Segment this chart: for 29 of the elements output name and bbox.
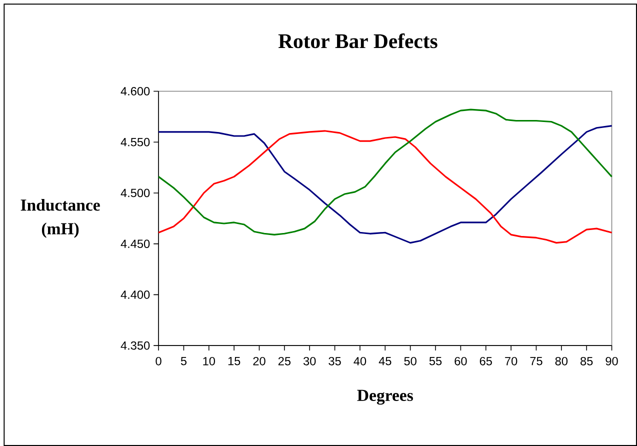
y-tick-label: 4.400 <box>120 290 150 299</box>
x-tick-label: 5 <box>180 356 187 366</box>
y-tick-label: 4.450 <box>120 240 150 248</box>
x-tick-label: 35 <box>328 356 341 366</box>
x-tick-label: 90 <box>606 356 618 366</box>
x-tick-label: 45 <box>378 356 392 366</box>
x-tick-label: 60 <box>454 356 467 366</box>
x-tick-label: 75 <box>530 356 542 366</box>
y-tick-label: 4.500 <box>120 188 150 198</box>
x-tick-label: 65 <box>480 356 492 366</box>
y-axis-title: Inductance (mH) <box>20 198 100 238</box>
x-tick-label: 40 <box>354 356 366 366</box>
x-tick-label: 70 <box>505 356 518 366</box>
x-tick-label: 25 <box>278 356 291 366</box>
x-tick-label: 0 <box>156 356 162 366</box>
x-tick-label: 85 <box>580 356 593 366</box>
x-tick-label: 15 <box>228 356 240 366</box>
chart-title: Rotor Bar Defects <box>278 33 438 48</box>
x-tick-label: 10 <box>203 356 216 366</box>
y-tick-label: 4.350 <box>120 341 150 350</box>
x-axis-title: Degrees <box>357 390 413 405</box>
x-tick-label: 80 <box>555 356 568 366</box>
line-series <box>158 108 613 236</box>
y-tick-label: 4.550 <box>120 138 150 146</box>
x-tick-label: 30 <box>303 356 316 366</box>
y-tick-label: 4.600 <box>120 87 150 96</box>
x-tick-label: 20 <box>253 356 266 366</box>
x-tick-label: 50 <box>404 356 416 366</box>
x-tick-label: 55 <box>429 356 442 366</box>
